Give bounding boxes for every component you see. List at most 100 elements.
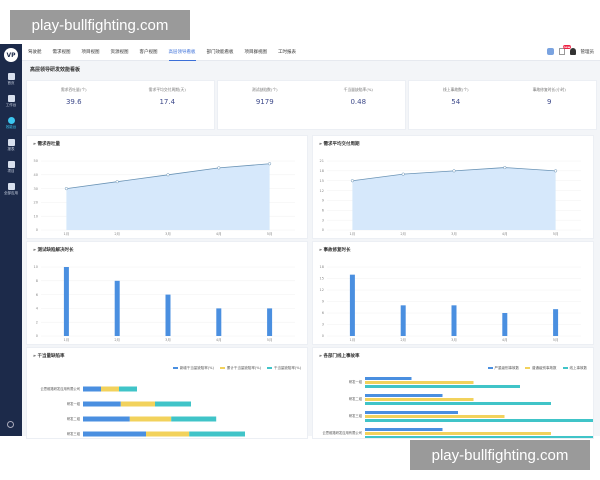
bar-segment	[83, 401, 121, 407]
chart-title-text: 事故修复时长	[323, 248, 351, 253]
chart-title-text: 需求吞吐量	[37, 142, 60, 147]
sidebar-item-label: 报表	[7, 146, 15, 151]
chart-title: » 各部门线上事故率	[319, 354, 360, 359]
chart: 0 10 20 30 40 50 1月 2月 3月 4月 5月	[34, 159, 295, 236]
sidebar-item-label: 首页	[7, 80, 15, 85]
legend-item[interactable]: 千当量缺陷率(%)	[266, 366, 301, 371]
tab[interactable]: 项目群视图	[244, 49, 268, 55]
sidebar: VP 首页 工作台 效能台 报表 项目 全部应用	[0, 44, 22, 436]
metric-label: 需求平均交付周期(天)	[148, 87, 186, 92]
bar-segment	[83, 431, 146, 437]
data-point	[401, 172, 405, 176]
x-tick-label: 4月	[216, 337, 222, 342]
x-tick-label: 2月	[114, 337, 120, 342]
legend-item[interactable]: 新增千当量缺陷率(%)	[172, 366, 214, 371]
x-tick-label: 1月	[64, 231, 70, 236]
metric: 线上事故数(个) 54	[409, 87, 503, 106]
x-tick-label: 5月	[553, 337, 559, 342]
metric: 需求吞吐量(个) 39.6	[27, 87, 121, 106]
bar-segment	[119, 386, 137, 392]
y-category-label: 研发二组	[349, 396, 363, 401]
metric-value: 17.4	[159, 98, 176, 106]
y-tick-label: 18	[320, 169, 324, 173]
tab[interactable]: 高层领导看板	[168, 44, 196, 61]
tab[interactable]: 项目视图	[81, 49, 100, 55]
legend-item[interactable]: 普通级别事故数	[525, 366, 557, 371]
sidebar-item[interactable]: 全部应用	[0, 178, 22, 200]
legend-label: 新增千当量缺陷率(%)	[179, 366, 214, 370]
y-tick-label: 50	[34, 159, 38, 163]
x-tick-label: 1月	[64, 337, 70, 342]
tab[interactable]: 需求视图	[52, 49, 71, 55]
watermark: play-bullfighting.com	[10, 10, 190, 40]
chart-title: » 事故修复时长	[319, 248, 351, 253]
x-tick-label: 3月	[451, 337, 457, 342]
chart-title-text: 需求平均交付周期	[323, 142, 360, 147]
new-badge: new	[562, 45, 572, 49]
bar-segment	[189, 431, 245, 437]
bar	[365, 385, 520, 388]
bar-segment	[83, 416, 130, 422]
chart-title-text: 千当量缺陷率	[37, 354, 65, 359]
tab[interactable]: 工时报表	[278, 49, 296, 55]
area-fill	[352, 167, 556, 230]
tab[interactable]: 客户视图	[139, 49, 158, 55]
y-tick-label: 20	[34, 201, 38, 205]
bar-segment	[129, 416, 172, 422]
metric: 测试缺陷数(个) 9179	[218, 87, 312, 106]
legend-label: 千当量缺陷率(%)	[273, 366, 301, 370]
chart-card: » 事故修复时长 0 3 6 9 12 15 18 1月 2月 3月 4月 5月	[312, 241, 594, 345]
y-tick-label: 12	[320, 288, 324, 292]
sidebar-icon	[7, 116, 15, 124]
bar	[114, 280, 120, 336]
chart-title: » 测试缺陷解决时长	[33, 248, 74, 253]
sidebar-item[interactable]: 报表	[0, 134, 22, 156]
sidebar-item[interactable]: 首页	[0, 68, 22, 90]
metric-card: 测试缺陷数(个) 9179 千当量缺陷率(%) 0.48	[217, 80, 406, 130]
top-nav: 驾驶舱 需求视图 项目视图 资源视图 客户视图 高层领导看板 部门效能看板 项目群视图 工时报表…	[22, 44, 600, 61]
notification-icon[interactable]: new	[558, 45, 572, 55]
bar	[502, 313, 508, 336]
y-tick-label: 3	[322, 323, 324, 327]
sidebar-icon	[7, 94, 15, 102]
tab[interactable]: 驾驶舱	[28, 49, 42, 55]
chart-card: » 千当量缺陷率 云思维路研发应用有限公司 研发一组 研发二组 研发三组 新增千当量缺陷率…	[26, 347, 308, 439]
legend-item[interactable]: 累计千当量缺陷率(%)	[219, 366, 261, 371]
x-tick-label: 1月	[350, 337, 356, 342]
y-tick-label: 18	[320, 265, 324, 269]
tab[interactable]: 资源视图	[110, 49, 129, 55]
legend-label: 累计千当量缺陷率(%)	[226, 366, 261, 370]
chart: 0 3 6 9 12 15 18 21 1月 2月 3月 4月 5月	[320, 159, 581, 236]
sidebar-item-label: 项目	[7, 168, 15, 173]
chart-card: » 各部门线上事故率 研发一组 研发二组 研发三组 云思维路研发应用有限公司 严重级别事故…	[312, 347, 594, 439]
y-tick-label: 9	[322, 300, 324, 304]
chart-card: » 测试缺陷解决时长 0 2 4 6 8 10 1月 2月 3月 4月 5月	[26, 241, 308, 345]
sidebar-item-label: 效能台	[5, 124, 17, 129]
settings-icon[interactable]	[7, 421, 14, 428]
x-tick-label: 5月	[267, 337, 273, 342]
avatar[interactable]	[569, 48, 576, 55]
watermark: play-bullfighting.com	[410, 440, 590, 470]
sidebar-item[interactable]: 效能台	[0, 112, 22, 134]
bar-segment	[146, 431, 190, 437]
y-tick-label: 10	[34, 214, 38, 218]
bar	[267, 308, 273, 336]
y-tick-label: 15	[320, 277, 324, 281]
sidebar-item[interactable]: 工作台	[0, 90, 22, 112]
sidebar-item[interactable]: 项目	[0, 156, 22, 178]
translate-icon[interactable]	[546, 48, 554, 55]
user-name[interactable]: 管理员	[580, 49, 595, 55]
legend-label: 线上事故数	[569, 366, 588, 370]
bar-segment	[155, 401, 191, 407]
bar	[165, 294, 171, 336]
data-point	[64, 187, 68, 191]
legend-item[interactable]: 线上事故数	[562, 366, 588, 371]
chart: 0 2 4 6 8 10 1月 2月 3月 4月 5月	[34, 265, 295, 342]
bar	[349, 274, 355, 336]
x-tick-label: 2月	[114, 231, 120, 236]
bar	[365, 402, 551, 405]
tab[interactable]: 部门效能看板	[206, 49, 234, 55]
x-tick-label: 1月	[350, 231, 356, 236]
legend-item[interactable]: 严重级别事故数	[487, 366, 519, 371]
y-tick-label: 0	[36, 228, 38, 232]
